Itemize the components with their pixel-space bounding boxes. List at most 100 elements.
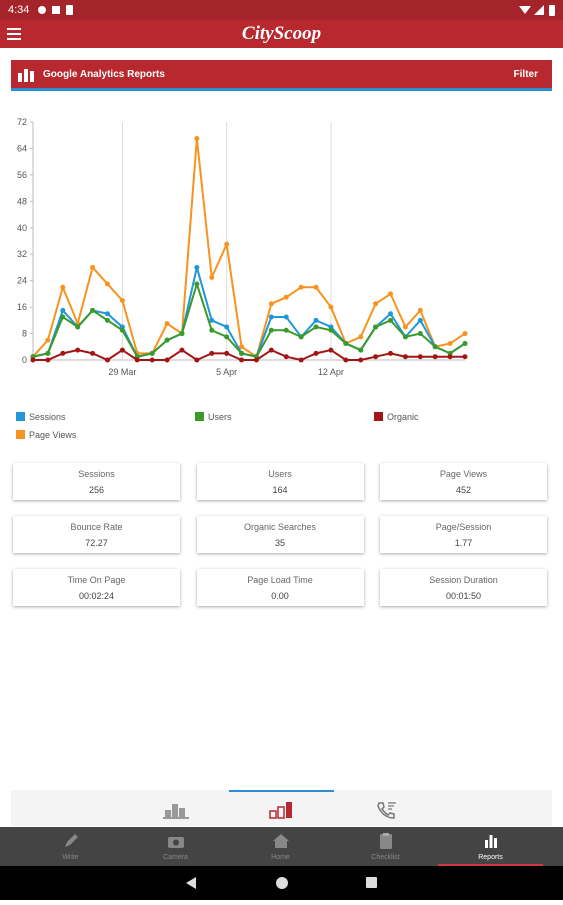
data-point (179, 347, 185, 353)
data-point (149, 350, 155, 356)
x-tick-label: 29 Mar (108, 367, 136, 377)
home-button[interactable] (276, 877, 288, 889)
nav-item[interactable]: Checklist (333, 827, 438, 866)
data-point (328, 347, 334, 353)
data-point (298, 284, 304, 290)
stat-label: Page Views (439, 469, 488, 479)
nav-icon (167, 837, 184, 848)
legend-swatch (16, 412, 25, 421)
nav-icon (379, 833, 392, 849)
data-point (90, 307, 96, 313)
stat-value: 1.77 (454, 538, 473, 548)
status-bar: 4:34 (0, 0, 563, 20)
recents-button[interactable] (366, 877, 377, 888)
data-point (75, 324, 81, 330)
status-icons (38, 5, 73, 15)
data-point (239, 357, 245, 363)
legend-swatch (374, 412, 383, 421)
data-point (253, 357, 259, 363)
data-point (343, 340, 349, 346)
nav-item[interactable]: Reports (438, 827, 543, 866)
stat-value: 256 (88, 485, 105, 495)
data-point (60, 284, 66, 290)
report-header: Google Analytics Reports Filter (11, 60, 552, 91)
data-point (239, 344, 245, 350)
nav-item[interactable]: Camera (123, 827, 228, 866)
data-point (194, 264, 200, 270)
data-point (283, 327, 289, 333)
tab-icon[interactable] (163, 800, 191, 820)
stat-label: Session Duration (429, 575, 498, 585)
data-point (149, 357, 155, 363)
tab-icon[interactable] (375, 800, 399, 820)
data-point (60, 314, 66, 320)
data-point (194, 357, 200, 363)
y-tick-label: 48 (17, 196, 27, 206)
data-point (268, 314, 274, 320)
data-point (209, 274, 215, 280)
data-point (402, 334, 408, 340)
data-point (343, 357, 349, 363)
data-point (224, 350, 230, 356)
data-point (462, 354, 468, 360)
y-tick-label: 56 (17, 170, 27, 180)
data-point (119, 327, 125, 333)
data-point (268, 327, 274, 333)
data-point (224, 334, 230, 340)
stat-card: Time On Page 00:02:24 (13, 569, 180, 606)
stat-value: 35 (274, 538, 285, 548)
data-point (447, 340, 453, 346)
data-point (104, 311, 110, 317)
filter-button[interactable]: Filter (513, 69, 538, 80)
data-point (388, 311, 394, 317)
data-point (358, 357, 364, 363)
data-point (388, 317, 394, 323)
data-point (134, 357, 140, 363)
tab-indicator (229, 790, 334, 792)
menu-button[interactable] (7, 27, 21, 41)
data-point (179, 331, 185, 337)
data-point (268, 347, 274, 353)
data-point (417, 317, 423, 323)
tab-icon[interactable] (269, 800, 295, 820)
stat-label: Page Load Time (247, 575, 313, 585)
legend-label: Organic (387, 412, 419, 422)
y-tick-label: 24 (17, 276, 27, 286)
data-point (239, 350, 245, 356)
data-point (90, 350, 96, 356)
legend-swatch (195, 412, 204, 421)
nav-item[interactable]: Home (228, 827, 333, 866)
app-bar: CityScoop (0, 20, 563, 48)
stat-value: 00:01:50 (445, 591, 482, 601)
data-point (104, 357, 110, 363)
data-point (30, 357, 36, 363)
y-tick-label: 0 (22, 355, 27, 365)
legend-swatch (16, 430, 25, 439)
nav-icon (484, 835, 497, 848)
data-point (283, 294, 289, 300)
data-point (209, 350, 215, 356)
data-point (45, 350, 51, 356)
data-point (313, 317, 319, 323)
stat-label: Organic Searches (243, 522, 317, 532)
data-point (45, 357, 51, 363)
stat-card: Session Duration 00:01:50 (380, 569, 547, 606)
nav-item[interactable]: Write (18, 827, 123, 866)
nav-label: Write (62, 854, 79, 861)
data-point (45, 337, 51, 343)
data-point (432, 354, 438, 360)
data-point (283, 354, 289, 360)
data-point (328, 327, 334, 333)
stat-label: Page/Session (435, 522, 492, 532)
data-point (283, 314, 289, 320)
system-nav (0, 866, 563, 900)
data-point (194, 281, 200, 287)
data-point (328, 304, 334, 310)
system-icons (519, 5, 555, 16)
back-button[interactable] (186, 877, 196, 889)
legend-label: Page Views (29, 430, 77, 440)
stat-value: 00:02:24 (78, 591, 115, 601)
data-point (358, 347, 364, 353)
data-point (373, 324, 379, 330)
data-point (462, 331, 468, 337)
